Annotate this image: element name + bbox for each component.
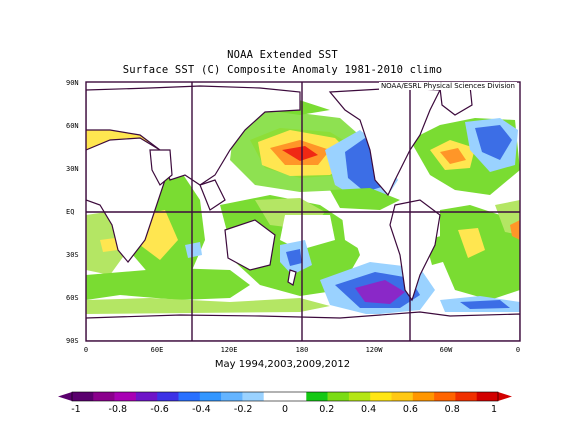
date-label: May 1994,2003,2009,2012	[214, 359, 351, 370]
colorbar-swatch	[157, 392, 179, 401]
colorbar-label: 0	[281, 404, 289, 415]
colorbar-swatch	[412, 392, 435, 401]
colorbar-label: -0.2	[233, 404, 253, 415]
lat-label-60n: 60N	[66, 122, 79, 130]
colorbar-swatch	[221, 392, 243, 401]
lon-label-0-east: 0	[515, 346, 521, 354]
lat-label-30n: 30N	[66, 165, 79, 173]
colorbar-swatch	[114, 392, 137, 401]
colorbar-label: 0.6	[402, 404, 418, 415]
colorbar-swatch	[135, 392, 158, 401]
colorbar-arrow-left	[58, 392, 72, 401]
lon-label-60e: 60E	[150, 346, 164, 354]
colorbar-swatch	[327, 392, 350, 401]
colorbar-arrow-right	[498, 392, 512, 401]
colorbar-frame	[71, 391, 499, 402]
colorbar-swatch	[434, 392, 456, 401]
colorbar-swatch	[348, 392, 371, 401]
colorbar-swatch	[476, 392, 499, 401]
lon-label-120e: 120E	[220, 346, 238, 354]
lat-label-90n: 90N	[66, 79, 79, 87]
land-outlines	[86, 85, 520, 341]
colorbar-label: -0.8	[108, 404, 128, 415]
chart-title: NOAA Extended SST	[227, 49, 338, 61]
lon-label-0: 0	[83, 346, 89, 354]
colorbar-swatch	[178, 392, 201, 401]
colorbar-swatch	[285, 392, 307, 401]
lat-label-eq: EQ	[66, 208, 75, 216]
colorbar-swatch	[306, 392, 328, 401]
credit-label: NOAA/ESRL Physical Sciences Division	[378, 82, 517, 90]
colorbar-label: -1	[71, 404, 81, 415]
colorbar-label: 0.2	[319, 404, 335, 415]
colorbar-label: 0.8	[444, 404, 460, 415]
colorbar-swatch	[199, 392, 222, 401]
colorbar-label: -0.6	[150, 404, 169, 415]
colorbar-label: 0.4	[361, 404, 377, 415]
lat-label-60s: 60S	[66, 294, 79, 302]
colorbar-swatch	[72, 392, 94, 401]
colorbar-swatch	[263, 392, 286, 401]
colorbar-swatch	[242, 392, 264, 401]
colorbar-swatch	[93, 392, 115, 401]
colorbar-label: 1	[490, 404, 498, 415]
map-grid	[85, 81, 521, 342]
chart-subtitle: Surface SST (C) Composite Anomaly 1981-2…	[122, 64, 443, 76]
colorbar-swatch	[370, 392, 392, 401]
colorbar	[58, 391, 512, 402]
colorbar-swatch	[455, 392, 477, 401]
colorbar-label: -0.4	[192, 404, 211, 415]
colorbar-swatch	[391, 392, 414, 401]
lat-label-30s: 30S	[66, 251, 79, 259]
lat-label-90s: 90S	[66, 337, 79, 345]
lon-label-120w: 120W	[365, 346, 383, 354]
lon-label-180: 180	[295, 346, 309, 354]
lon-label-60w: 60W	[439, 346, 453, 354]
